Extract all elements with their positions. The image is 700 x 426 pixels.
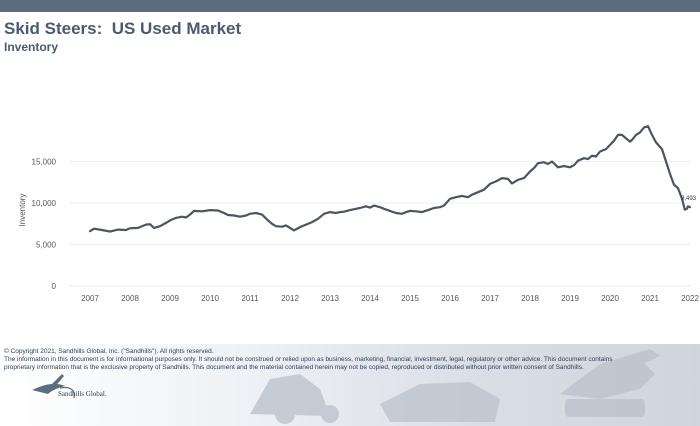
inventory-series-line (88, 125, 692, 233)
x-tick-label: 2010 (201, 294, 219, 303)
page-title: Skid Steers: US Used Market (4, 19, 242, 38)
x-tick-label: 2022 (681, 294, 699, 303)
y-tick-label: 10,000 (32, 199, 57, 208)
x-tick-label: 2016 (441, 294, 459, 303)
x-tick-label: 2008 (121, 294, 139, 303)
x-tick-label: 2014 (361, 294, 379, 303)
disclaimer-text: The information in this document is for … (4, 356, 613, 371)
sandhills-logo (32, 374, 75, 399)
end-value-label: 9,493 (681, 196, 697, 202)
x-tick-label: 2018 (521, 294, 539, 303)
x-tick-label: 2007 (81, 294, 99, 303)
y-tick-label: 0 (52, 282, 57, 291)
page-subtitle: Inventory (4, 40, 59, 54)
x-tick-label: 2009 (161, 294, 179, 303)
y-tick-label: 15,000 (32, 158, 57, 167)
footer: © Copyright 2021, Sandhills Global, Inc.… (0, 344, 700, 426)
x-tick-label: 2019 (561, 294, 579, 303)
x-tick-label: 2012 (281, 294, 299, 303)
x-tick-label: 2021 (641, 294, 659, 303)
construction-equipment-photo (0, 344, 700, 426)
header-band (0, 0, 700, 12)
logo-text: Sandhills Global. (58, 390, 107, 398)
y-axis-label: Inventory (18, 194, 27, 227)
x-tick-labels: 2007 2008 2009 2010 2011 2012 2013 2014 2015 2016… (81, 294, 699, 303)
x-tick-label: 2017 (481, 294, 499, 303)
x-tick-label: 2011 (241, 294, 259, 303)
grid-lines (70, 161, 690, 287)
x-tick-label: 2020 (601, 294, 619, 303)
x-tick-label: 2013 (321, 294, 339, 303)
y-tick-label: 5,000 (36, 241, 57, 250)
x-tick-label: 2015 (401, 294, 419, 303)
y-tick-labels: 0 5,000 10,000 15,000 (32, 158, 57, 292)
copyright-text: © Copyright 2021, Sandhills Global, Inc.… (4, 348, 214, 355)
